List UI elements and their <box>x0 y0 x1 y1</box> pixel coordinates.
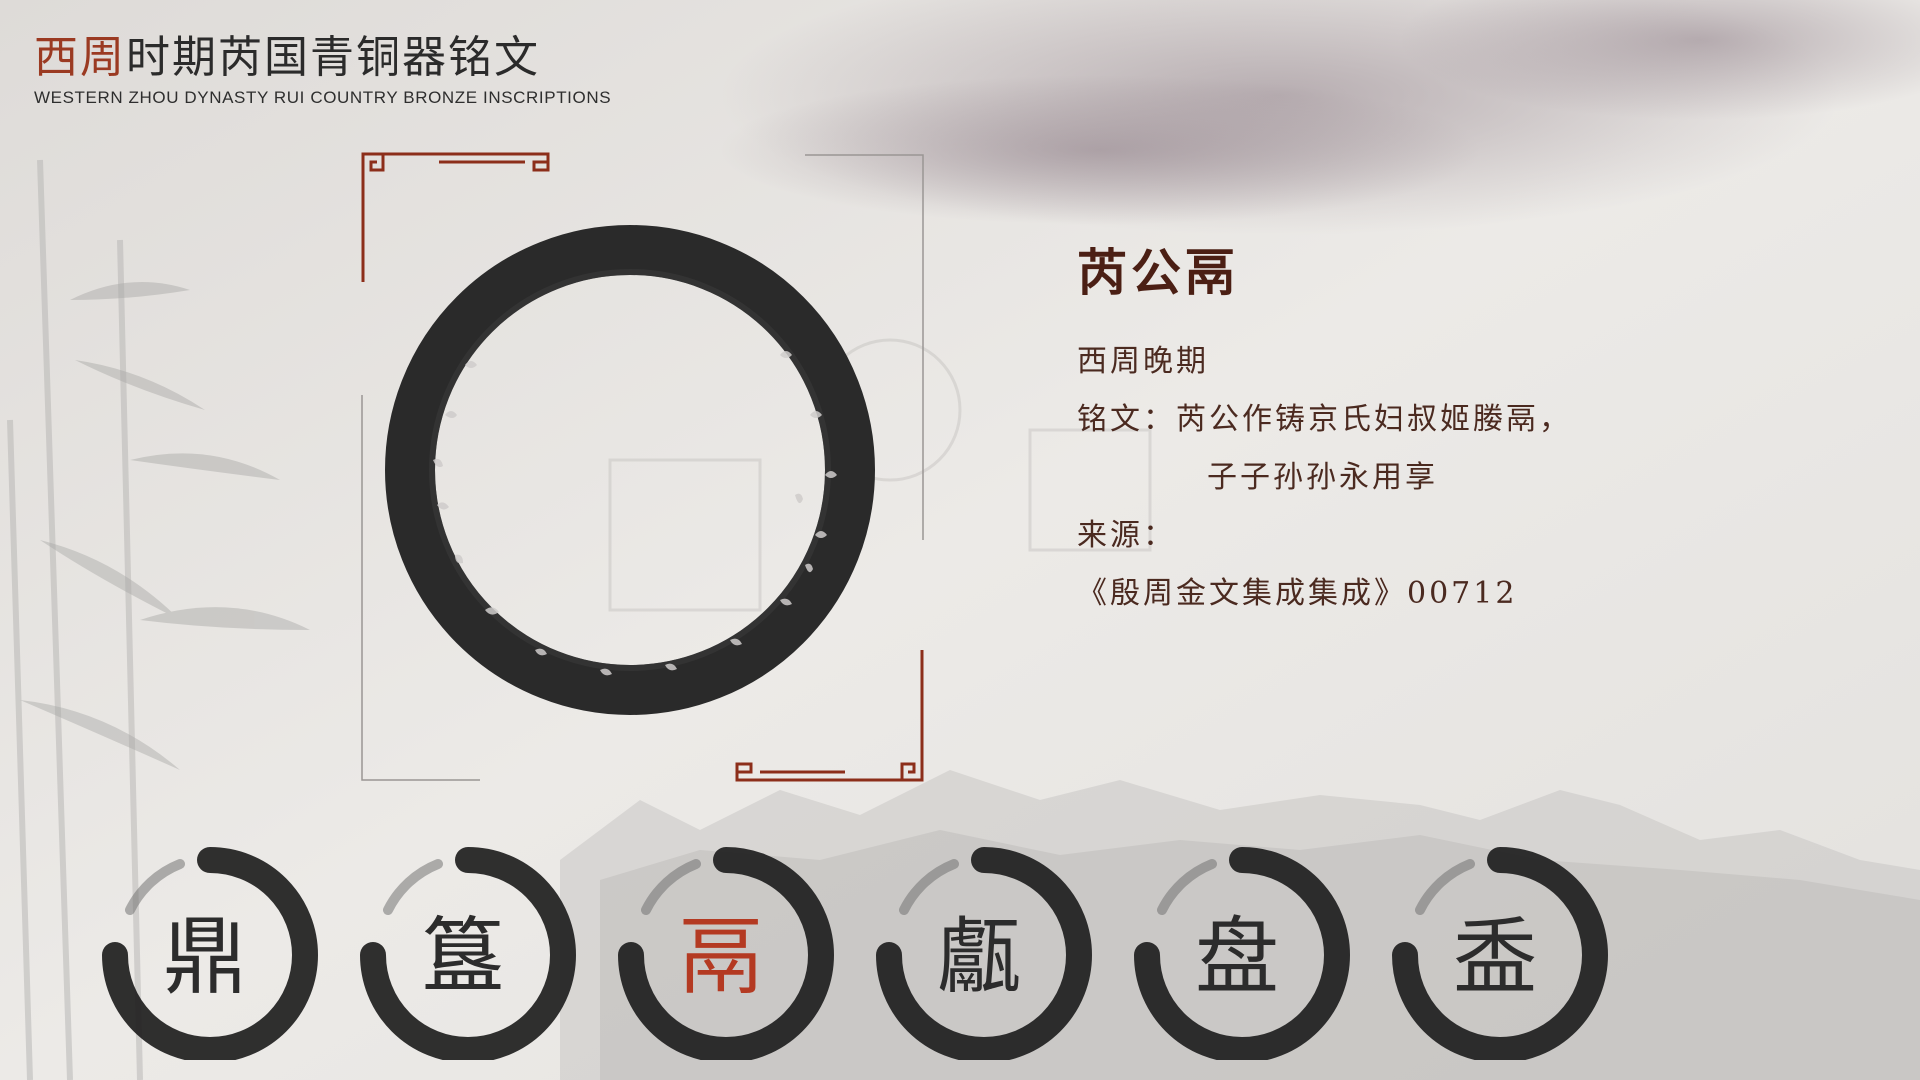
ink-circle-icon <box>618 847 834 1060</box>
page-subtitle-english: WESTERN ZHOU DYNASTY RUI COUNTRY BRONZE … <box>34 88 612 107</box>
nav-item-gui[interactable]: 簋 <box>348 840 578 1060</box>
inscription-label: 铭文： <box>1077 402 1176 437</box>
nav-item-label: 簋 <box>420 907 505 1006</box>
page-title-rest: 时期芮国青铜器铭文 <box>126 32 540 83</box>
source-value: 《殷周金文集成集成》00712 <box>1077 576 1518 611</box>
vessel-type-nav: 鼎 簋 鬲 甗 盘 盉 <box>0 840 1920 1080</box>
nav-item-label: 鬲 <box>678 907 763 1006</box>
frame-corner-decoration <box>361 152 924 782</box>
artifact-name: 芮公鬲 <box>1077 243 1239 302</box>
inscription-text-line1: 芮公作铸京氏妇叔姬媵鬲， <box>1176 402 1572 437</box>
nav-item-label: 盉 <box>1452 907 1537 1006</box>
ink-circle-icon <box>1134 847 1350 1060</box>
artifact-period: 西周晚期 <box>1077 344 1209 379</box>
nav-item-yan[interactable]: 甗 <box>864 840 1094 1060</box>
nav-item-label: 盘 <box>1194 907 1279 1006</box>
source-label: 来源： <box>1077 518 1176 553</box>
ink-circle-icon <box>1392 847 1608 1060</box>
nav-item-ding[interactable]: 鼎 <box>90 840 320 1060</box>
rubbing-frame <box>355 150 930 785</box>
circular-inscription-rubbing-icon <box>385 225 875 715</box>
ink-circle-icon <box>102 847 318 1060</box>
page-title-accent: 西周 <box>34 32 126 83</box>
inscription-text-line2: 子子孙孙永用享 <box>1207 460 1438 495</box>
nav-item-label: 甗 <box>936 907 1021 1006</box>
ink-circle-icon <box>876 847 1092 1060</box>
page-header: 西周时期芮国青铜器铭文 WESTERN ZHOU DYNASTY RUI COU… <box>34 36 611 108</box>
page-title: 西周时期芮国青铜器铭文 <box>34 36 611 80</box>
ink-circle-icon <box>360 847 576 1060</box>
nav-item-he[interactable]: 盉 <box>1380 840 1610 1060</box>
inscription-row: 铭文：芮公作铸京氏妇叔姬媵鬲， <box>1077 394 1572 438</box>
nav-item-label: 鼎 <box>162 907 247 1006</box>
nav-item-pan[interactable]: 盘 <box>1122 840 1352 1060</box>
artifact-info-panel: 芮公鬲 西周晚期 铭文：芮公作铸京氏妇叔姬媵鬲， 子子孙孙永用享 来源： 《殷周… <box>1077 243 1717 612</box>
nav-item-li[interactable]: 鬲 <box>606 840 836 1060</box>
